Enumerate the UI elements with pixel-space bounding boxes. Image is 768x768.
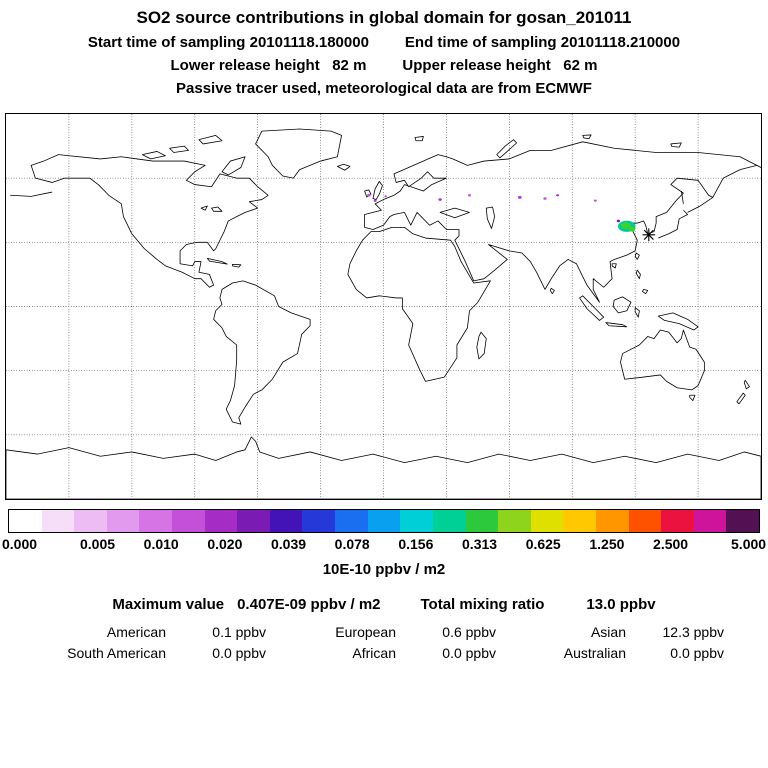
hotspot bbox=[384, 195, 387, 198]
colorbar-segment bbox=[661, 510, 694, 532]
colorbar-segment bbox=[465, 510, 499, 532]
total-mixing-label: Total mixing ratio bbox=[420, 596, 545, 613]
coastline-south-america bbox=[214, 281, 310, 424]
end-time-text: End time of sampling 20101118.210000 bbox=[404, 34, 681, 51]
hotspot bbox=[543, 197, 547, 200]
colorbar-tick: 0.039 bbox=[271, 536, 307, 552]
hotspot bbox=[593, 199, 597, 202]
station-asterisk-icon bbox=[643, 228, 656, 241]
emission-hotspots bbox=[367, 193, 636, 232]
colorbar-segment bbox=[335, 510, 368, 532]
colorbar-segment bbox=[74, 510, 107, 532]
colorbar-segment bbox=[139, 510, 173, 532]
colorbar-tick: 0.313 bbox=[462, 536, 498, 552]
colorbar-tick: 0.156 bbox=[398, 536, 434, 552]
figure-title: SO2 source contributions in global domai… bbox=[136, 8, 632, 27]
colorbar-tick: 1.250 bbox=[589, 536, 625, 552]
tracer-note-text: Passive tracer used, meteorological data… bbox=[176, 80, 592, 97]
grid-lines bbox=[6, 114, 761, 499]
colorbar-segment bbox=[106, 510, 140, 532]
world-map-svg bbox=[6, 114, 761, 499]
region-value: 0.0 ppbv bbox=[442, 645, 496, 661]
coastline-africa bbox=[348, 227, 491, 381]
colorbar-tick: 0.625 bbox=[525, 536, 561, 552]
colorbar-segment bbox=[9, 510, 42, 532]
colorbar-segment bbox=[628, 510, 662, 532]
hotspot bbox=[620, 222, 631, 229]
region-value: 0.6 ppbv bbox=[442, 624, 496, 640]
colorbar-segment bbox=[400, 510, 433, 532]
tracer-note-line: Passive tracer used, meteorological data… bbox=[0, 78, 768, 99]
region-label: Australian bbox=[563, 645, 626, 661]
total-mixing-group: Total mixing ratio 13.0 ppbv bbox=[421, 595, 656, 614]
sampling-times-line: Start time of sampling 20101118.180000 E… bbox=[0, 32, 768, 53]
max-value-text: 0.407E-09 ppbv / m2 bbox=[237, 596, 381, 613]
colorbar-tick: 5.000 bbox=[731, 536, 767, 552]
colorbar-segment bbox=[595, 510, 629, 532]
coastline-islands bbox=[10, 135, 749, 404]
region-label: American bbox=[106, 624, 166, 640]
colorbar-segment bbox=[41, 510, 75, 532]
hotspot bbox=[438, 198, 442, 201]
region-value: 12.3 ppbv bbox=[662, 624, 725, 640]
total-mixing-value: 13.0 ppbv bbox=[586, 596, 656, 613]
colorbar-segment bbox=[498, 510, 531, 532]
region-label: Asian bbox=[590, 624, 626, 640]
colorbar bbox=[8, 509, 760, 533]
colorbar-units-label: 10E-10 ppbv / m2 bbox=[322, 561, 446, 578]
colorbar-segment bbox=[172, 510, 205, 532]
upper-release-text: Upper release height 62 m bbox=[402, 57, 598, 74]
lower-release-text: Lower release height 82 m bbox=[170, 57, 367, 74]
max-value-group: Maximum value 0.407E-09 ppbv / m2 bbox=[112, 595, 380, 614]
region-value: 0.0 ppbv bbox=[670, 645, 724, 661]
start-time-text: Start time of sampling 20101118.180000 bbox=[87, 34, 369, 51]
release-heights-line: Lower release height 82 m Upper release … bbox=[0, 55, 768, 76]
colorbar-tick: 0.005 bbox=[79, 536, 116, 552]
station-marker bbox=[643, 228, 656, 241]
coastline-north-america bbox=[31, 155, 268, 288]
hotspot bbox=[628, 226, 636, 232]
colorbar-segment bbox=[367, 510, 401, 532]
hotspot bbox=[556, 194, 560, 197]
region-contributions: American 0.1 ppbv European 0.6 ppbv Asia… bbox=[44, 622, 724, 664]
coastline-greenland bbox=[256, 129, 342, 178]
colorbar-tick: 0.000 bbox=[2, 536, 38, 552]
colorbar-segment bbox=[269, 510, 303, 532]
colorbar-segment bbox=[237, 510, 270, 532]
colorbar-tick: 0.020 bbox=[207, 536, 243, 552]
hotspot bbox=[468, 193, 471, 197]
coastline-antarctica bbox=[6, 437, 761, 499]
colorbar-segment bbox=[530, 510, 564, 532]
hotspot bbox=[517, 195, 522, 199]
colorbar-segment bbox=[204, 510, 238, 532]
max-value-label: Maximum value bbox=[112, 596, 225, 613]
hotspot bbox=[616, 219, 621, 223]
colorbar-segment bbox=[693, 510, 727, 532]
region-label: European bbox=[335, 624, 396, 640]
hotspot bbox=[367, 193, 371, 197]
coastlines bbox=[6, 129, 761, 499]
colorbar-tick: 0.078 bbox=[334, 536, 370, 552]
figure-root: SO2 source contributions in global domai… bbox=[0, 8, 768, 664]
summary-stats: Maximum value 0.407E-09 ppbv / m2 Total m… bbox=[0, 595, 768, 614]
region-value: 0.0 ppbv bbox=[212, 645, 266, 661]
region-label: African bbox=[352, 645, 396, 661]
colorbar-segment bbox=[302, 510, 336, 532]
colorbar-tick: 2.500 bbox=[653, 536, 689, 552]
colorbar-segment bbox=[563, 510, 596, 532]
hotspot bbox=[373, 199, 377, 202]
colorbar-segment bbox=[432, 510, 466, 532]
colorbar-tick: 0.010 bbox=[143, 536, 179, 552]
world-map bbox=[5, 113, 762, 500]
region-value: 0.1 ppbv bbox=[212, 624, 266, 640]
region-label: South American bbox=[67, 645, 166, 661]
coastline-eurasia bbox=[365, 142, 761, 302]
colorbar-segment bbox=[726, 510, 760, 532]
colorbar-ticks: 0.000 0.005 0.010 0.020 0.039 0.078 0.156 0.313… bbox=[0, 535, 768, 553]
